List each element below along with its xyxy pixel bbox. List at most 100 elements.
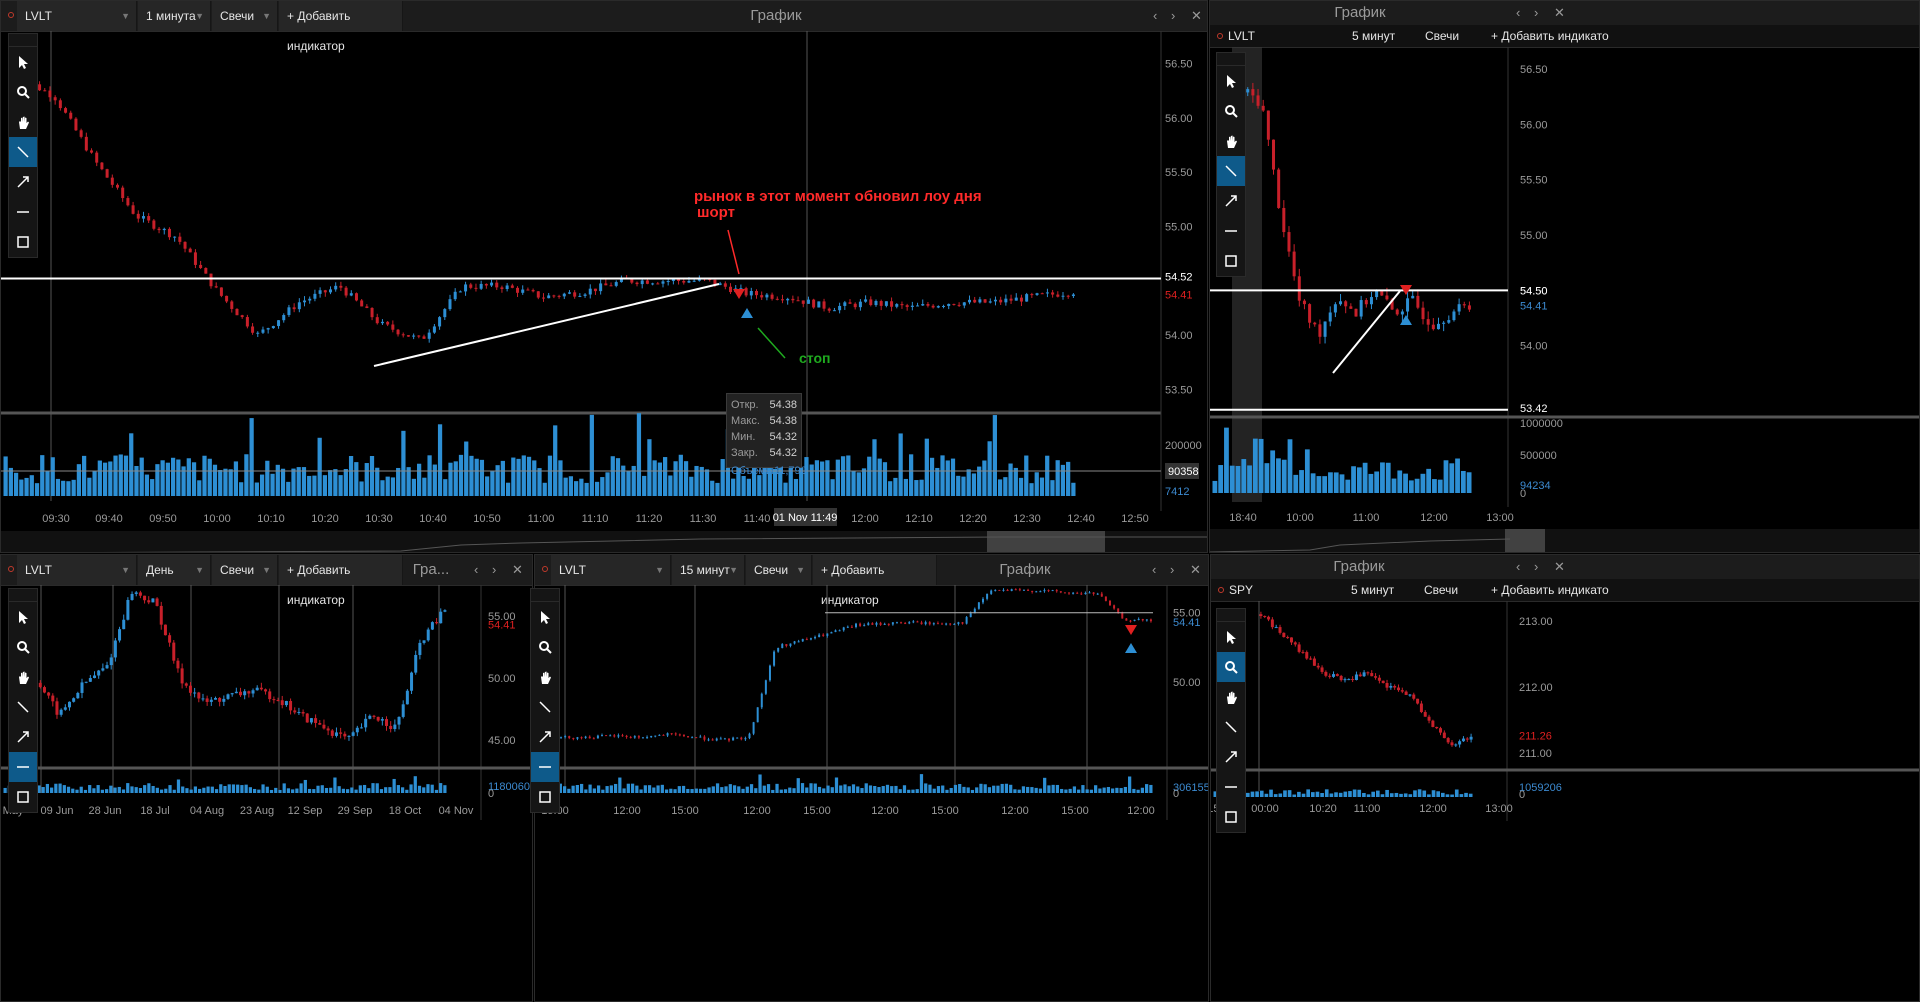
volume-bar bbox=[894, 785, 898, 793]
collapse-right-icon[interactable]: › bbox=[1171, 8, 1176, 23]
add-indicator-button[interactable]: + Добавить индикатор bbox=[279, 1, 403, 53]
chart-type-select[interactable]: Свечи ▼ bbox=[746, 555, 812, 585]
pointer-tool[interactable] bbox=[531, 602, 559, 632]
collapse-right-icon[interactable]: › bbox=[1534, 559, 1539, 574]
arrow-tool[interactable] bbox=[1217, 186, 1245, 216]
trendline-tool[interactable] bbox=[9, 137, 37, 167]
hand-tool[interactable] bbox=[1217, 126, 1245, 156]
close-icon[interactable]: ✕ bbox=[1554, 5, 1565, 20]
horizontal-line-tool[interactable] bbox=[9, 197, 37, 227]
horizontal-line-tool[interactable] bbox=[531, 752, 559, 782]
main-candlestick-chart[interactable]: 56.5056.0055.5055.0054.5054.0053.5054.52… bbox=[1, 31, 1208, 553]
volume-bar bbox=[1315, 791, 1320, 797]
trendline-tool[interactable] bbox=[9, 692, 37, 722]
toolbar-grip[interactable] bbox=[531, 589, 559, 602]
arrow-tool[interactable] bbox=[531, 722, 559, 752]
rectangle-tool[interactable] bbox=[9, 227, 37, 257]
volume-bar bbox=[881, 786, 885, 793]
horizontal-line-tool[interactable] bbox=[1217, 772, 1245, 802]
chart-type-select[interactable]: Свечи bbox=[1425, 25, 1459, 47]
trendline-tool[interactable] bbox=[1217, 156, 1245, 186]
volume-bar bbox=[987, 441, 992, 496]
close-icon[interactable]: ✕ bbox=[1190, 562, 1201, 577]
collapse-left-icon[interactable]: ‹ bbox=[1153, 8, 1158, 23]
close-icon[interactable]: ✕ bbox=[512, 562, 523, 577]
interval-select[interactable]: 5 минут bbox=[1352, 25, 1395, 47]
pointer-tool[interactable] bbox=[1217, 622, 1245, 652]
chart-type-select[interactable]: Свечи ▼ bbox=[212, 555, 278, 585]
collapse-right-icon[interactable]: › bbox=[1170, 562, 1175, 577]
symbol-field[interactable]: LVLT ▼ bbox=[17, 1, 137, 31]
symbol-field[interactable]: LVLT ▼ bbox=[551, 555, 671, 585]
symbol-field[interactable]: LVLT ▼ bbox=[17, 555, 137, 585]
hand-tool[interactable] bbox=[531, 662, 559, 692]
rectangle-tool[interactable] bbox=[1217, 802, 1245, 832]
collapse-left-icon[interactable]: ‹ bbox=[1516, 5, 1521, 20]
interval-select[interactable]: 1 минута ▼ bbox=[138, 1, 211, 31]
arrow-tool[interactable] bbox=[9, 167, 37, 197]
toolbar-grip[interactable] bbox=[9, 589, 37, 602]
add-indicator-button[interactable]: + Добавить индикатор bbox=[279, 555, 403, 607]
zoom-tool[interactable] bbox=[1217, 652, 1245, 682]
arrow-tool[interactable] bbox=[1217, 742, 1245, 772]
interval-select[interactable]: 5 минут bbox=[1351, 579, 1394, 601]
horizontal-line-tool[interactable] bbox=[9, 752, 37, 782]
link-dot-icon[interactable] bbox=[8, 12, 14, 18]
hand-tool[interactable] bbox=[9, 662, 37, 692]
collapse-left-icon[interactable]: ‹ bbox=[1152, 562, 1157, 577]
collapse-right-icon[interactable]: › bbox=[492, 562, 497, 577]
close-icon[interactable]: ✕ bbox=[1554, 559, 1565, 574]
pointer-tool[interactable] bbox=[9, 47, 37, 77]
candle-body bbox=[1031, 590, 1034, 592]
volume-bar bbox=[432, 464, 437, 496]
right-top-candlestick-chart[interactable]: 56.5056.0055.5055.0054.5054.0054.5054.41… bbox=[1210, 47, 1920, 553]
zoom-tool[interactable] bbox=[9, 77, 37, 107]
collapse-right-icon[interactable]: › bbox=[1534, 5, 1539, 20]
rectangle-tool[interactable] bbox=[9, 782, 37, 812]
trendline-tool[interactable] bbox=[1217, 712, 1245, 742]
candle-body bbox=[219, 287, 223, 296]
rectangle-tool[interactable] bbox=[531, 782, 559, 812]
close-icon[interactable]: ✕ bbox=[1191, 8, 1202, 23]
candle-body bbox=[1027, 589, 1030, 591]
zoom-tool[interactable] bbox=[1217, 96, 1245, 126]
add-indicator-button[interactable]: + Добавить индикато bbox=[1491, 25, 1609, 47]
candle-body bbox=[1318, 324, 1322, 337]
volume-bar bbox=[741, 788, 745, 793]
pointer-tool[interactable] bbox=[1217, 66, 1245, 96]
pointer-tool[interactable] bbox=[9, 602, 37, 632]
rectangle-tool[interactable] bbox=[1217, 246, 1245, 276]
collapse-left-icon[interactable]: ‹ bbox=[1516, 559, 1521, 574]
collapse-left-icon[interactable]: ‹ bbox=[474, 562, 479, 577]
toolbar-grip[interactable] bbox=[1217, 609, 1245, 622]
zoom-tool[interactable] bbox=[9, 632, 37, 662]
chart-type-select[interactable]: Свечи bbox=[1424, 579, 1458, 601]
interval-select[interactable]: 15 минут ▼ bbox=[672, 555, 745, 585]
hand-tool[interactable] bbox=[1217, 682, 1245, 712]
volume-bar bbox=[278, 789, 282, 793]
add-indicator-label: + Добавить индикатор bbox=[287, 563, 351, 607]
volume-bar bbox=[1123, 786, 1128, 793]
toolbar-grip[interactable] bbox=[9, 34, 37, 47]
arrow-tool[interactable] bbox=[9, 722, 37, 752]
link-dot-icon[interactable] bbox=[8, 566, 14, 572]
link-dot-icon[interactable] bbox=[1217, 33, 1223, 39]
symbol-field[interactable]: SPY bbox=[1229, 579, 1253, 601]
symbol-field[interactable]: LVLT bbox=[1228, 25, 1255, 47]
trendline-tool[interactable] bbox=[531, 692, 559, 722]
chart-type-select[interactable]: Свечи ▼ bbox=[212, 1, 278, 31]
interval-label: 5 минут bbox=[1352, 29, 1396, 43]
horizontal-line-tool[interactable] bbox=[1217, 216, 1245, 246]
bottom-right-candlestick-chart[interactable]: 213.00212.00211.00211.261059206015:2000:… bbox=[1211, 601, 1920, 1002]
interval-select[interactable]: День ▼ bbox=[138, 555, 211, 585]
zoom-tool[interactable] bbox=[531, 632, 559, 662]
link-dot-icon[interactable] bbox=[1218, 587, 1224, 593]
hand-tool[interactable] bbox=[9, 107, 37, 137]
toolbar-grip[interactable] bbox=[1217, 53, 1245, 66]
link-dot-icon[interactable] bbox=[542, 566, 548, 572]
add-indicator-button[interactable]: + Добавить индикатор bbox=[813, 555, 937, 607]
add-indicator-button[interactable]: + Добавить индикато bbox=[1491, 579, 1609, 601]
candle-body bbox=[986, 593, 989, 599]
